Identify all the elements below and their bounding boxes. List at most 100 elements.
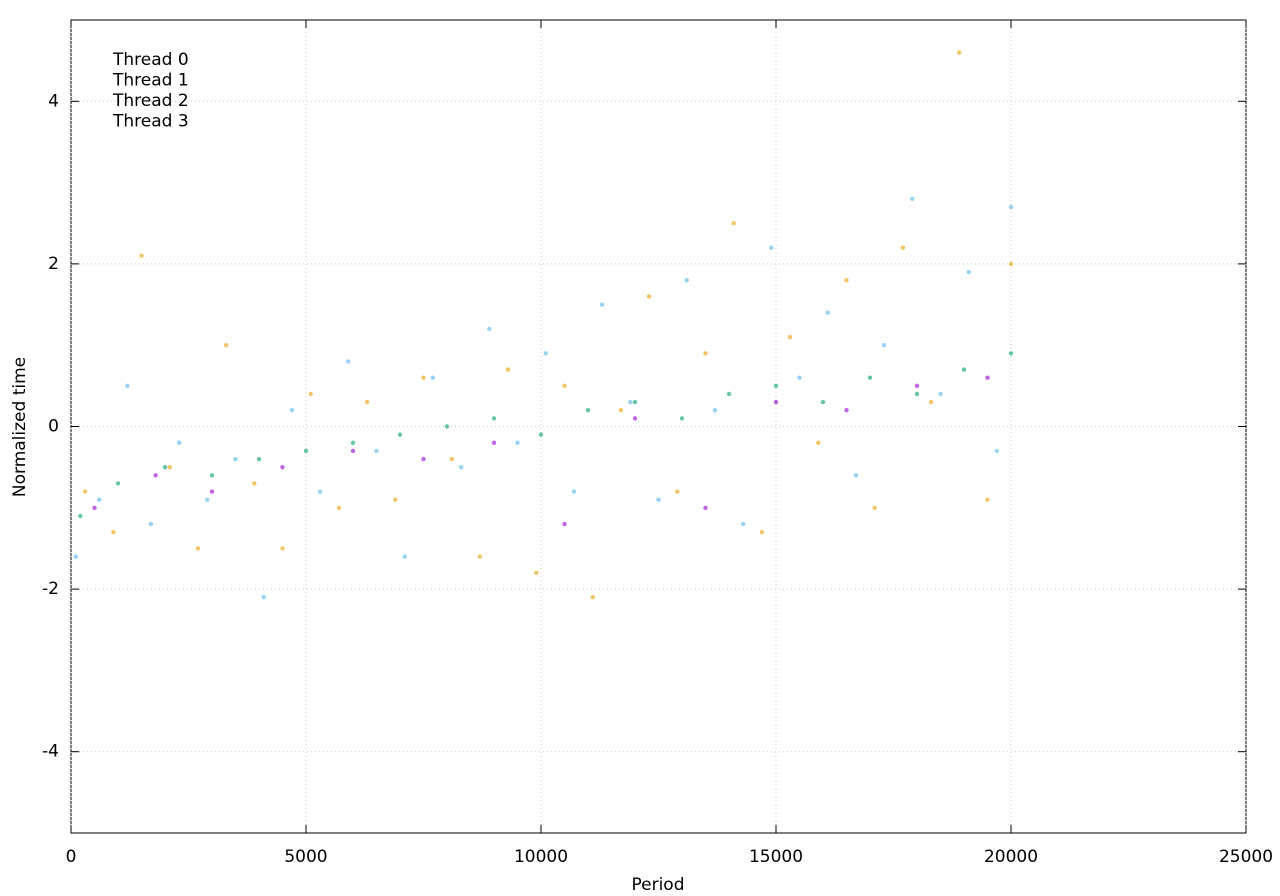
- point: [938, 391, 943, 397]
- point: [421, 375, 426, 380]
- point: [280, 464, 285, 470]
- point: [646, 294, 652, 299]
- point: [712, 408, 718, 413]
- point: [618, 408, 624, 413]
- point: [308, 391, 313, 397]
- point: [684, 277, 689, 283]
- point: [444, 424, 450, 429]
- point: [458, 464, 464, 470]
- point: [703, 505, 708, 510]
- point: [985, 497, 990, 502]
- point: [571, 489, 577, 494]
- point: [505, 367, 511, 372]
- point: [881, 343, 887, 348]
- point: [336, 505, 342, 510]
- point: [957, 50, 962, 55]
- point: [346, 359, 351, 364]
- point: [317, 489, 323, 494]
- point: [421, 456, 426, 462]
- point: [261, 595, 266, 600]
- point: [562, 383, 567, 389]
- point: [562, 521, 567, 527]
- point: [487, 326, 492, 332]
- point: [787, 334, 793, 340]
- x-axis-label: Period: [631, 875, 684, 895]
- point: [402, 554, 407, 559]
- legend-label: Thread 1: [112, 71, 189, 91]
- point: [115, 481, 121, 486]
- point: [759, 529, 765, 535]
- point: [374, 448, 379, 454]
- point: [538, 432, 544, 437]
- point: [825, 310, 830, 315]
- point: [491, 440, 497, 445]
- point: [656, 497, 661, 502]
- point: [961, 367, 967, 372]
- x-tick-label: 25000: [1219, 847, 1273, 867]
- point: [449, 456, 454, 462]
- point: [515, 440, 520, 445]
- point: [280, 546, 285, 551]
- point: [1008, 261, 1014, 267]
- y-tick-label: 0: [48, 417, 59, 437]
- y-tick-label: 4: [48, 91, 59, 111]
- y-tick-label: 2: [48, 254, 59, 274]
- point: [703, 351, 708, 356]
- point: [994, 448, 1000, 454]
- point: [111, 529, 116, 535]
- point: [153, 473, 158, 478]
- point: [350, 440, 356, 445]
- point: [797, 375, 802, 380]
- point: [731, 221, 736, 226]
- point: [844, 277, 849, 283]
- point: [252, 481, 257, 486]
- point: [632, 416, 638, 421]
- y-axis-label: Normalized time: [10, 357, 30, 497]
- x-tick-label: 0: [66, 847, 77, 867]
- point: [985, 375, 990, 380]
- legend-label: Thread 0: [112, 50, 189, 70]
- point: [97, 497, 102, 502]
- point: [914, 391, 920, 397]
- point: [914, 383, 920, 389]
- point: [176, 440, 182, 445]
- point: [1008, 351, 1014, 356]
- point: [430, 375, 436, 380]
- point: [125, 383, 130, 389]
- point: [82, 489, 88, 494]
- point: [966, 269, 971, 275]
- point: [209, 489, 215, 494]
- point: [773, 383, 779, 389]
- point: [928, 399, 934, 405]
- point: [1008, 204, 1014, 210]
- point: [628, 399, 633, 405]
- y-tick-label: -2: [42, 579, 59, 599]
- point: [773, 399, 779, 405]
- point: [350, 448, 356, 454]
- point: [303, 448, 309, 454]
- point: [364, 399, 370, 405]
- point: [599, 302, 605, 307]
- point: [167, 464, 172, 470]
- point: [534, 570, 539, 576]
- point: [675, 489, 680, 494]
- x-tick-label: 5000: [284, 847, 327, 867]
- point: [195, 546, 201, 551]
- point: [205, 497, 210, 502]
- point: [139, 253, 144, 258]
- point: [209, 473, 215, 478]
- point: [397, 432, 403, 437]
- point: [92, 505, 97, 510]
- point: [726, 391, 732, 397]
- point: [740, 521, 746, 527]
- point: [162, 464, 168, 470]
- point: [816, 440, 821, 445]
- point: [233, 456, 238, 462]
- y-tick-label: -4: [42, 742, 59, 762]
- point: [853, 473, 859, 478]
- point: [590, 595, 595, 600]
- point: [820, 399, 826, 405]
- point: [256, 456, 262, 462]
- point: [872, 505, 877, 510]
